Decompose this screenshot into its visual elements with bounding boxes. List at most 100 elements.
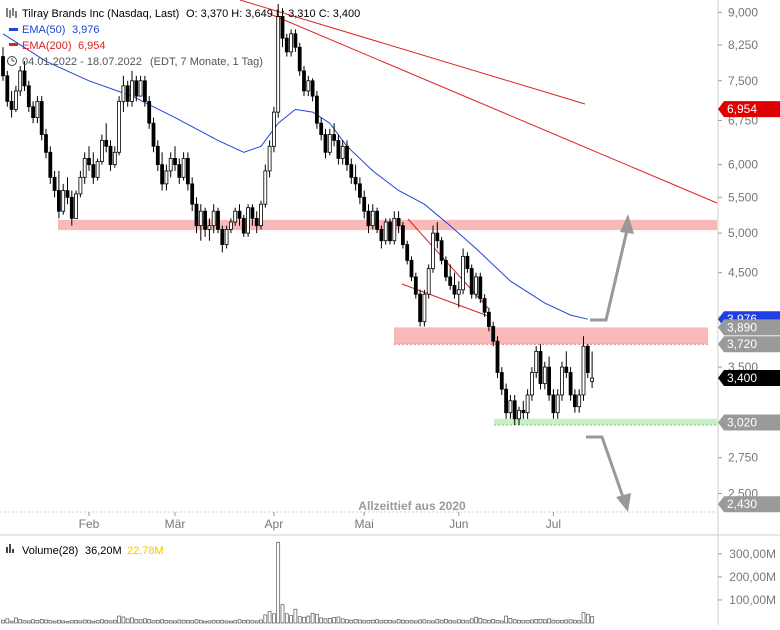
- candle-body-down: [418, 293, 423, 323]
- candle-body-down: [254, 217, 259, 227]
- candle: [362, 190, 367, 219]
- volume-legend-label[interactable]: Volume(28): [22, 545, 78, 557]
- volume-bar: [31, 619, 35, 624]
- candle-body-up: [426, 268, 431, 295]
- candle-body-down: [486, 311, 491, 327]
- volume-bar: [69, 620, 74, 624]
- candle-body-up: [306, 80, 311, 92]
- candle: [383, 218, 388, 245]
- price-marker-bg: [718, 496, 780, 513]
- clock-icon: [7, 56, 17, 66]
- candle-body-up: [18, 70, 23, 92]
- volume-tick-label: 200,00M: [729, 570, 776, 584]
- volume-bar: [100, 619, 104, 624]
- candle: [91, 152, 96, 184]
- candle-layer: [1, 4, 594, 426]
- price-marker: 3,400: [718, 370, 780, 387]
- volume-bar: [581, 612, 586, 624]
- candle: [478, 272, 483, 304]
- candle-body-up: [121, 85, 126, 102]
- candle: [39, 96, 44, 141]
- candle-body-up: [530, 372, 534, 396]
- candle-body-up: [233, 210, 238, 223]
- candle: [310, 78, 315, 102]
- volume-bar: [181, 619, 186, 624]
- candle-body-down: [1, 56, 5, 77]
- volume-icon: [6, 544, 14, 553]
- volume-bar: [444, 618, 448, 624]
- candle: [228, 218, 233, 234]
- candle: [568, 367, 573, 401]
- volume-bar: [323, 618, 328, 624]
- candle: [534, 346, 539, 379]
- ema50-legend-label[interactable]: EMA(50): [22, 24, 65, 36]
- candle: [482, 294, 487, 317]
- candle-body-up: [474, 276, 478, 295]
- candle: [271, 106, 276, 153]
- chart-type-icon[interactable]: [6, 8, 17, 18]
- volume-bar: [512, 619, 517, 624]
- volume-bar: [482, 619, 487, 624]
- volume-bar: [431, 620, 435, 624]
- candle-body-down: [185, 158, 190, 185]
- candle-body-down: [400, 225, 405, 245]
- candle-body-down: [482, 298, 487, 313]
- price-tick-label: 2,750: [728, 451, 758, 465]
- candle-body-down: [491, 326, 496, 342]
- candle: [413, 272, 418, 299]
- ema200-legend-label[interactable]: EMA(200): [22, 40, 72, 52]
- price-marker: 6,954: [718, 101, 780, 118]
- candle-body-up: [383, 221, 388, 242]
- candle: [508, 394, 513, 419]
- price-marker-bg: [718, 319, 780, 336]
- volume-bar: [508, 618, 513, 624]
- candle: [409, 256, 414, 282]
- volume-legend-average: 22,78M: [127, 545, 164, 557]
- candle-body-up: [271, 111, 276, 147]
- breakout-arrow-head: [620, 214, 634, 234]
- volume-bar: [168, 620, 173, 624]
- volume-bar: [504, 615, 508, 624]
- candle-body-up: [590, 377, 594, 382]
- candle: [5, 70, 10, 107]
- volume-bar: [241, 620, 246, 624]
- candle: [396, 211, 401, 234]
- candle: [491, 321, 496, 347]
- candle: [211, 204, 216, 234]
- volume-bar: [319, 617, 324, 624]
- candle: [207, 218, 212, 241]
- candle-body-down: [173, 158, 177, 166]
- volume-bar: [78, 620, 83, 624]
- candle: [456, 281, 461, 308]
- candle-body-up: [431, 232, 435, 269]
- volume-bar: [250, 620, 255, 624]
- period-details: (EDT, 7 Monate, 1 Tag): [150, 56, 263, 68]
- candle-body-down: [469, 268, 474, 295]
- candle-body-down: [409, 259, 414, 278]
- candle-body-down: [345, 145, 349, 166]
- breakdown-arrow-head: [616, 493, 631, 512]
- candle: [504, 383, 509, 419]
- volume-bar: [551, 619, 556, 624]
- time-tick-label: Mär: [165, 517, 186, 531]
- candle: [284, 33, 289, 57]
- volume-bar: [91, 620, 96, 624]
- candle-body-down: [26, 85, 31, 108]
- volume-bar: [151, 620, 156, 624]
- volume-bar: [435, 619, 440, 624]
- candle: [547, 356, 551, 401]
- volume-bar: [229, 620, 233, 624]
- candle: [78, 170, 83, 198]
- candle-body-down: [22, 70, 27, 87]
- candle: [439, 236, 444, 265]
- candle-body-down: [521, 409, 526, 414]
- time-axis: Feb Mär Apr Mai Jun Jul: [79, 512, 561, 531]
- candle-body-up: [35, 100, 40, 118]
- price-tick-label: 5,500: [728, 190, 758, 204]
- candle: [138, 75, 143, 97]
- candle-body-up: [74, 193, 78, 219]
- candle-body-down: [349, 164, 354, 178]
- volume-bar: [422, 619, 427, 624]
